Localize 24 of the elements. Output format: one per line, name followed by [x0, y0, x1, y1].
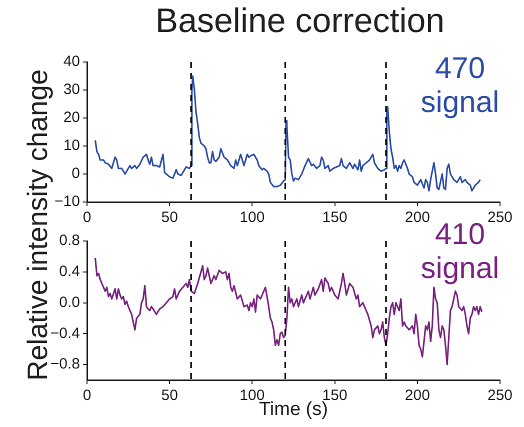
- y-tick-label: −0.4: [50, 324, 80, 342]
- y-tick-label: 10: [63, 137, 80, 154]
- x-axis-title: Time (s): [259, 399, 328, 420]
- y-tick-label: 40: [63, 53, 80, 70]
- y-tick-label: 30: [63, 81, 80, 98]
- x-tick-label: 250: [487, 387, 513, 404]
- y-tick-label: 0: [72, 165, 80, 182]
- y-tick-label: 20: [63, 109, 80, 126]
- y-tick-label: 0.8: [59, 232, 80, 250]
- y-tick-label: 0.0: [59, 294, 80, 311]
- series-label: 470 signal: [420, 52, 500, 120]
- x-tick-label: 50: [161, 387, 178, 404]
- x-tick-label: 150: [322, 209, 348, 226]
- x-tick-label: 200: [404, 387, 430, 404]
- x-tick-label: 0: [82, 209, 92, 226]
- x-tick-label: 250: [487, 209, 513, 226]
- y-tick-label: −0.8: [50, 356, 80, 373]
- x-tick-label: 0: [82, 387, 92, 404]
- y-tick-label: 0.4: [59, 263, 80, 280]
- y-tick-label: −10: [54, 193, 80, 210]
- x-tick-label: 100: [240, 209, 265, 226]
- chart-title: Baseline correction: [154, 2, 446, 41]
- y-axis-title: Relative intensity change: [22, 69, 53, 381]
- x-tick-label: 50: [161, 209, 178, 226]
